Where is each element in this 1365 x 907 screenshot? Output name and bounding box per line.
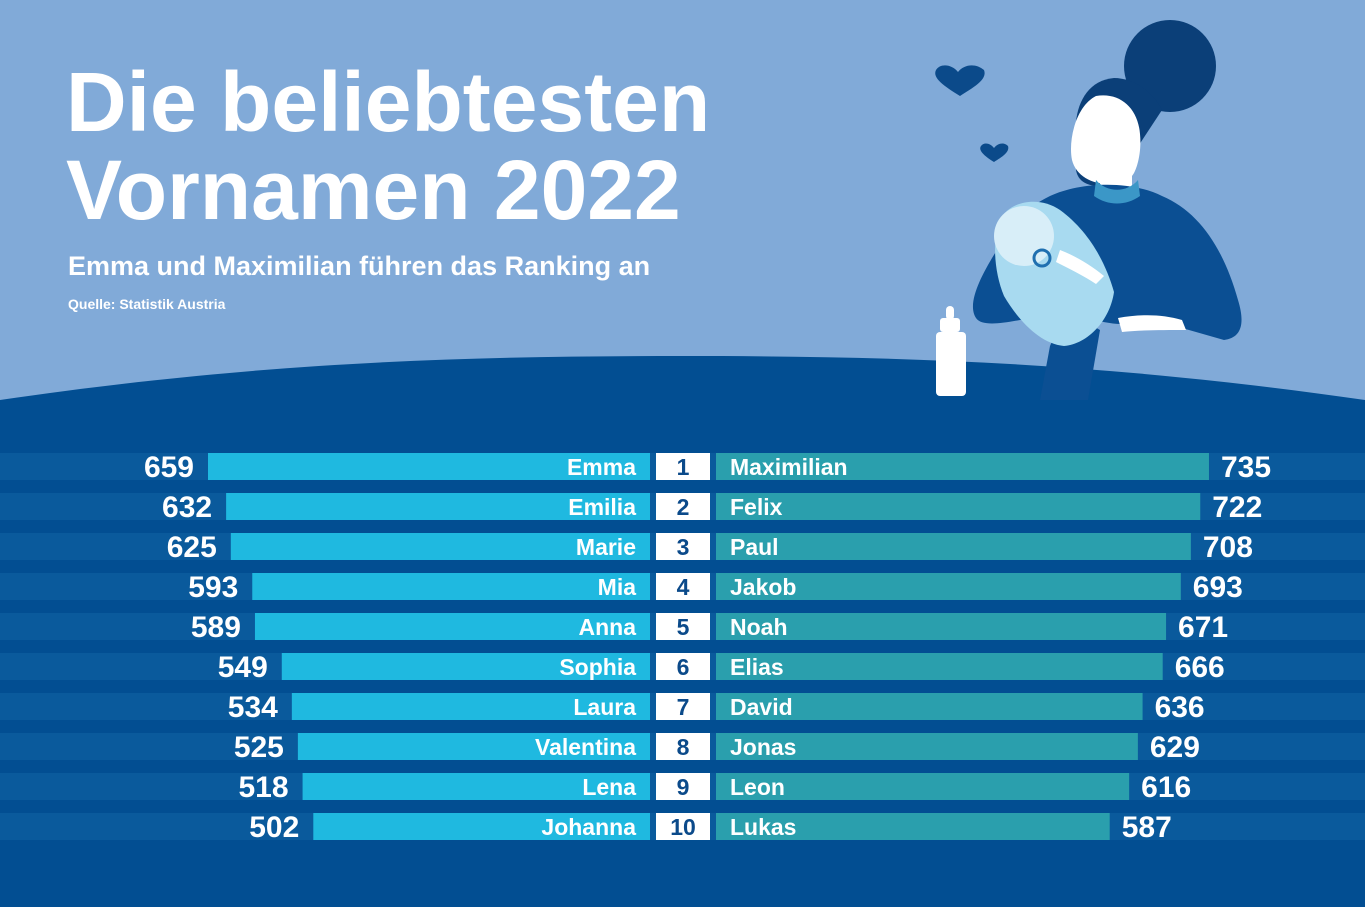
name-label-boys: Leon	[730, 774, 785, 800]
value-label-boys: 735	[1221, 451, 1271, 484]
name-label-boys: Jakob	[730, 574, 796, 600]
rank-box	[656, 613, 710, 640]
name-label-girls: Emilia	[568, 494, 636, 520]
name-label-girls: Marie	[576, 534, 636, 560]
name-label-girls: Lena	[582, 774, 636, 800]
value-label-girls: 534	[228, 691, 278, 724]
value-label-boys: 666	[1175, 651, 1225, 684]
bar-girls	[281, 653, 650, 680]
value-label-girls: 518	[239, 771, 289, 804]
name-label-girls: Sophia	[559, 654, 636, 680]
value-label-girls: 593	[188, 571, 238, 604]
rank-box	[656, 813, 710, 840]
bar-boys	[716, 453, 1209, 480]
value-label-girls: 525	[234, 731, 284, 764]
rank-label: 3	[677, 534, 690, 560]
name-label-boys: Lukas	[730, 814, 796, 840]
page-title: Die beliebtesten Vornamen 2022	[66, 58, 710, 234]
bar-boys	[716, 693, 1143, 720]
value-label-girls: 502	[249, 811, 299, 844]
value-label-girls: 632	[162, 491, 212, 524]
value-label-boys: 629	[1150, 731, 1200, 764]
heart-icon-small	[980, 143, 1009, 162]
name-label-girls: Mia	[598, 574, 637, 600]
bar-boys	[716, 733, 1138, 760]
bar-boys	[716, 493, 1201, 520]
bar-girls	[208, 453, 650, 480]
name-label-boys: Paul	[730, 534, 779, 560]
rank-label: 7	[677, 694, 690, 720]
value-label-boys: 587	[1122, 811, 1172, 844]
rank-label: 8	[677, 734, 690, 760]
bar-girls	[226, 493, 650, 520]
rank-box	[656, 693, 710, 720]
rank-box	[656, 653, 710, 680]
bar-girls	[254, 613, 650, 640]
name-label-girls: Valentina	[535, 734, 636, 760]
bar-boys	[716, 573, 1181, 600]
baby-bottle-icon	[936, 306, 966, 396]
baby-icon	[994, 201, 1186, 346]
value-label-girls: 659	[144, 451, 194, 484]
name-label-girls: Emma	[567, 454, 636, 480]
rank-label: 9	[677, 774, 690, 800]
mother-baby-illustration	[935, 20, 1242, 400]
rank-label: 10	[670, 814, 696, 840]
value-label-boys: 616	[1141, 771, 1191, 804]
name-label-boys: Jonas	[730, 734, 796, 760]
bar-boys	[716, 533, 1191, 560]
name-label-girls: Johanna	[541, 814, 636, 840]
bar-boys	[716, 773, 1130, 800]
name-label-girls: Laura	[573, 694, 636, 720]
rank-box	[656, 573, 710, 600]
value-label-girls: 625	[167, 531, 217, 564]
bar-boys	[716, 653, 1163, 680]
rank-label: 1	[677, 454, 690, 480]
value-label-boys: 671	[1178, 611, 1228, 644]
name-label-boys: David	[730, 694, 793, 720]
bar-boys	[716, 813, 1110, 840]
value-label-boys: 722	[1212, 491, 1262, 524]
name-label-boys: Felix	[730, 494, 783, 520]
value-label-girls: 589	[191, 611, 241, 644]
name-label-girls: Anna	[579, 614, 637, 640]
name-label-boys: Elias	[730, 654, 784, 680]
title-line-1: Die beliebtesten	[66, 55, 711, 149]
rank-label: 2	[677, 494, 690, 520]
name-label-boys: Maximilian	[730, 454, 848, 480]
source-note: Quelle: Statistik Austria	[68, 296, 226, 312]
rank-label: 4	[677, 574, 690, 600]
rank-box	[656, 533, 710, 560]
name-label-boys: Noah	[730, 614, 788, 640]
heart-icon	[935, 65, 985, 96]
rank-box	[656, 733, 710, 760]
bar-girls	[291, 693, 650, 720]
rank-box	[656, 493, 710, 520]
value-label-boys: 708	[1203, 531, 1253, 564]
rank-box	[656, 453, 710, 480]
rank-box	[656, 773, 710, 800]
bar-boys	[716, 613, 1167, 640]
bar-girls	[313, 813, 650, 840]
title-line-2: Vornamen 2022	[66, 143, 681, 237]
rank-label: 5	[677, 614, 690, 640]
value-label-girls: 549	[218, 651, 268, 684]
value-label-boys: 693	[1193, 571, 1243, 604]
value-label-boys: 636	[1155, 691, 1205, 724]
bar-girls	[302, 773, 650, 800]
bar-girls	[252, 573, 650, 600]
subtitle: Emma und Maximilian führen das Ranking a…	[68, 251, 651, 281]
bar-girls	[297, 733, 650, 760]
rank-label: 6	[677, 654, 690, 680]
bar-girls	[230, 533, 650, 560]
